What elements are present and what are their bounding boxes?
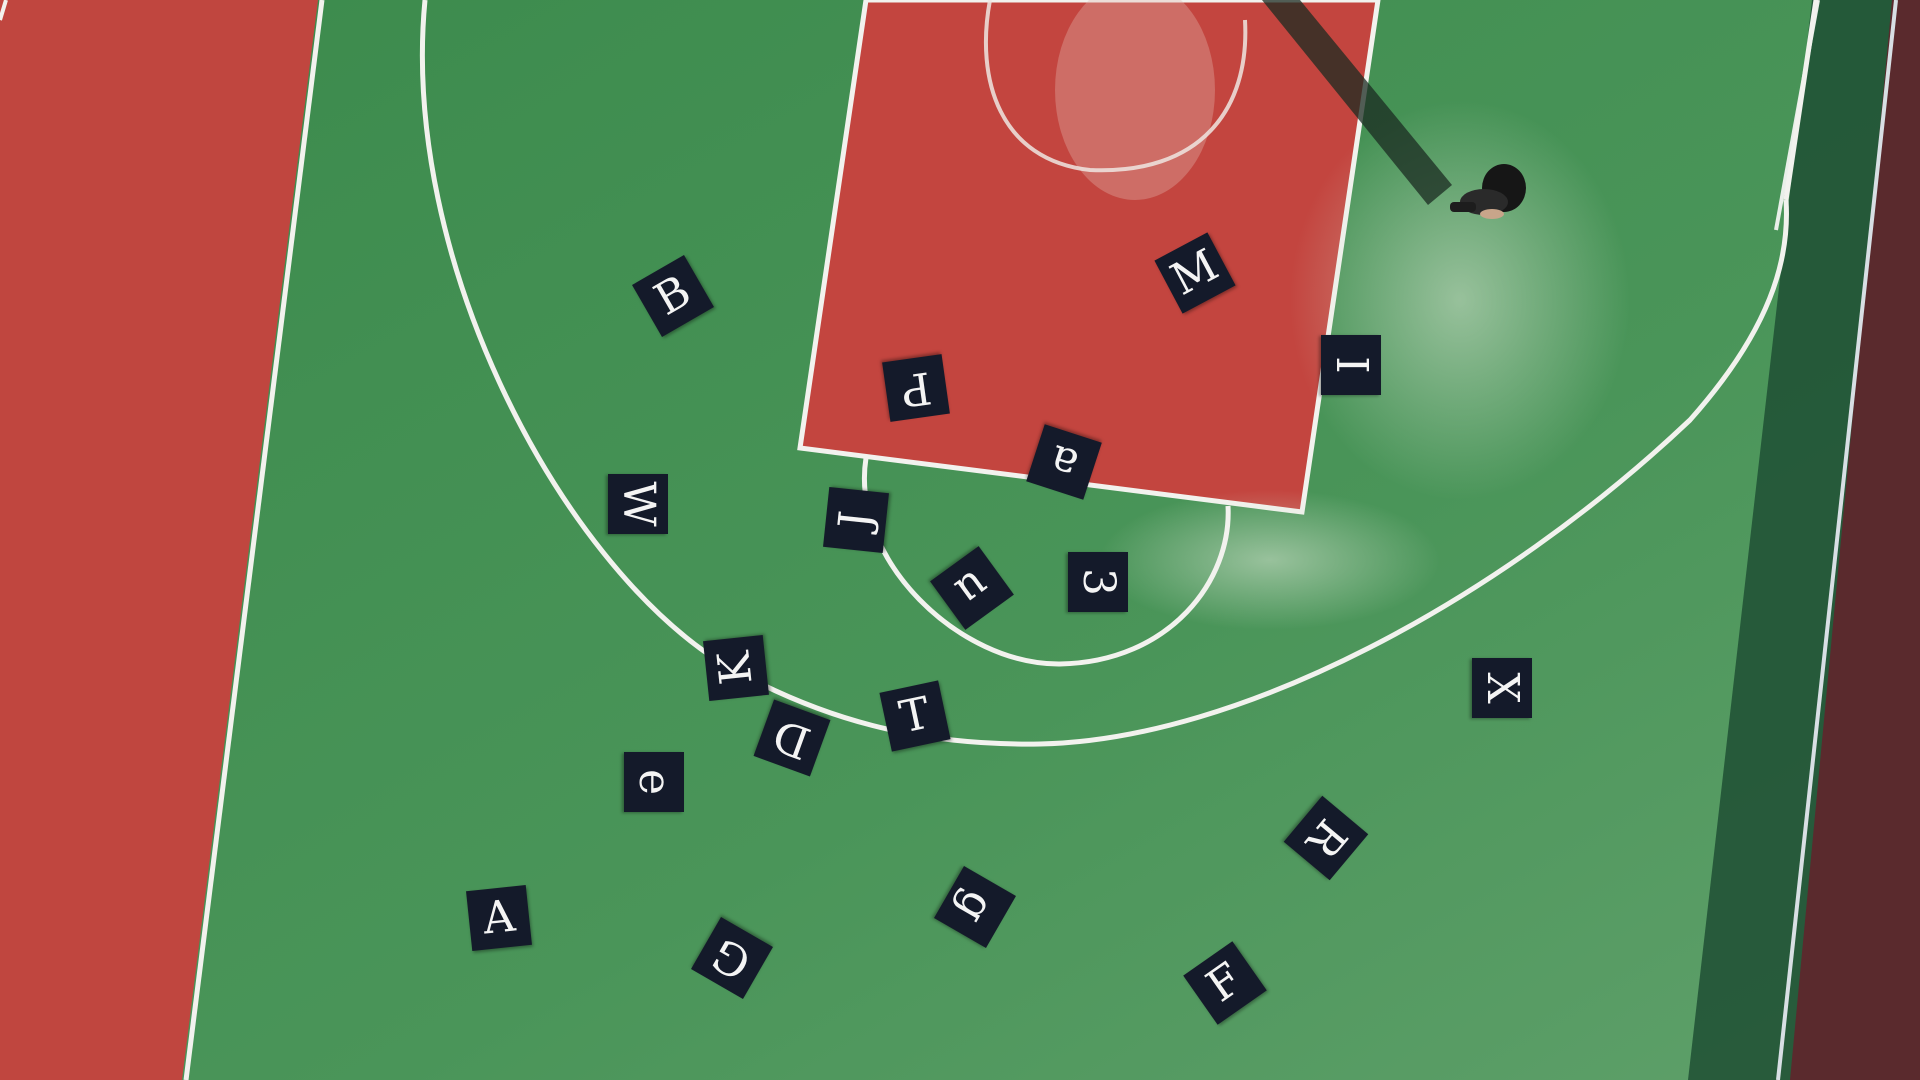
- worn-patch-3: [1055, 0, 1215, 200]
- letter-tile-3: 3: [1068, 552, 1128, 612]
- right-boundary-line: [1776, 0, 1898, 1080]
- pole-shadow: [1262, 0, 1452, 205]
- right-red-strip: [1790, 0, 1920, 1080]
- letter-tile-P: P: [882, 354, 950, 422]
- three-point-arc: [419, 0, 1789, 747]
- three-point-arc-end: [1783, 0, 1819, 201]
- worn-patch-2: [1100, 490, 1440, 630]
- letter-tile-T: T: [879, 680, 951, 752]
- left-boundary-line: [0, 0, 8, 21]
- person-overhead: [1440, 158, 1540, 238]
- letter-tile-e: e: [624, 752, 684, 812]
- left-red-lane: [0, 0, 318, 1080]
- free-throw-circle: [983, 0, 1248, 173]
- letter-tile-J: J: [823, 487, 889, 553]
- letter-tile-A: A: [466, 885, 532, 951]
- letter-tile-W: W: [608, 474, 668, 534]
- letter-tile-I: I: [1321, 335, 1381, 395]
- letter-tile-K: K: [703, 635, 769, 701]
- letter-tile-X: X: [1472, 658, 1532, 718]
- worn-patch-1: [1290, 100, 1630, 500]
- left-lane-line: [183, 0, 325, 1080]
